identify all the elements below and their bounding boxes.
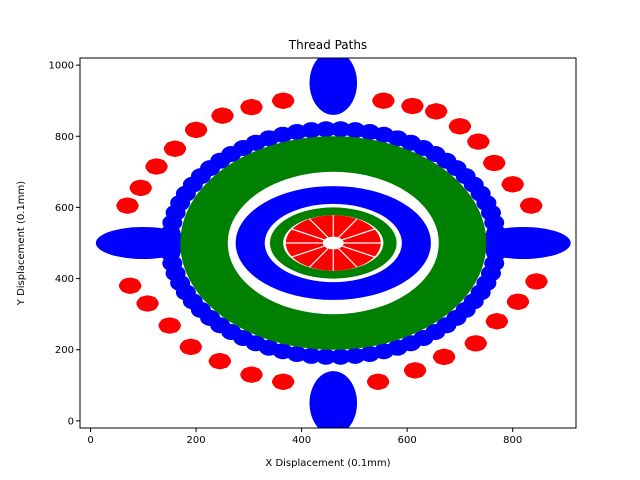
x-tick-label-0: 0 <box>87 435 93 446</box>
series-5-rosette <box>285 215 381 271</box>
red-blob-1 <box>136 295 159 312</box>
rosette-spoke-4 <box>309 218 329 238</box>
blue-ring-dot-18 <box>315 121 336 138</box>
red-blob-11 <box>485 313 508 330</box>
rosette-spoke-1 <box>342 228 375 241</box>
rosette-spoke-5 <box>291 228 325 241</box>
y-axis-label: Y Displacement (0.1mm) <box>16 181 27 306</box>
red-blob-24 <box>211 107 234 124</box>
red-blob-3 <box>179 338 202 355</box>
red-blob-5 <box>240 366 263 383</box>
red-rosette-disc <box>285 215 381 271</box>
x-tick-label-400: 400 <box>292 435 311 446</box>
x-axis-label: X Displacement (0.1mm) <box>265 458 390 469</box>
red-blob-22 <box>272 92 295 109</box>
series-3-inner-ring <box>235 186 431 300</box>
y-tick-label-1000: 1000 <box>49 61 74 72</box>
blue-ring-dot-52 <box>315 348 336 365</box>
x-axis: 0 200 400 600 800 <box>87 428 522 446</box>
x-tick-label-600: 600 <box>398 435 417 446</box>
red-blob-4 <box>208 353 231 370</box>
rosette-spoke-7 <box>291 245 325 258</box>
y-axis: 0 200 400 600 800 1000 <box>49 61 80 427</box>
plot-content <box>95 58 571 428</box>
red-blob-2 <box>158 317 181 334</box>
y-tick-label-200: 200 <box>55 345 74 356</box>
ring-2 <box>180 136 487 350</box>
rosette-spoke-2 <box>338 218 358 238</box>
blue-ring-dot-69 <box>486 245 507 262</box>
red-blob-13 <box>525 273 548 290</box>
rosette-spoke-11 <box>342 245 375 258</box>
red-blob-25 <box>185 121 208 138</box>
red-blob-23 <box>240 99 263 116</box>
red-blob-27 <box>145 158 168 175</box>
y-tick-label-800: 800 <box>55 132 74 143</box>
blue-ring-dot-53 <box>330 348 351 365</box>
series-0-blob-ring <box>116 92 548 390</box>
y-tick-label-600: 600 <box>55 203 74 214</box>
blue-ring-dot-17 <box>330 121 351 138</box>
red-blob-10 <box>464 335 487 352</box>
red-blob-9 <box>433 348 456 365</box>
blue-ring-dot-16 <box>345 122 366 139</box>
red-blob-14 <box>520 197 543 214</box>
x-tick-label-800: 800 <box>503 435 522 446</box>
red-blob-29 <box>116 197 139 214</box>
red-blob-8 <box>404 362 427 379</box>
red-blob-0 <box>119 277 142 294</box>
red-blob-16 <box>483 154 506 171</box>
chart-title: Thread Paths <box>288 38 367 52</box>
rosette-spoke-10 <box>338 248 358 268</box>
red-blob-17 <box>467 133 490 150</box>
red-blob-21 <box>372 92 395 109</box>
red-blob-28 <box>129 179 152 196</box>
rosette-spoke-8 <box>309 248 329 268</box>
blue-petal-0 <box>309 58 358 115</box>
red-blob-18 <box>448 118 471 135</box>
y-tick-label-0: 0 <box>68 416 74 427</box>
blue-petal-1 <box>309 371 358 428</box>
red-blob-19 <box>425 103 448 120</box>
ring-3 <box>235 186 431 300</box>
red-blob-26 <box>163 140 186 157</box>
plot-frame <box>79 57 577 429</box>
y-tick-label-400: 400 <box>55 274 74 285</box>
red-blob-7 <box>367 373 390 390</box>
x-tick-label-200: 200 <box>187 435 206 446</box>
red-blob-12 <box>506 293 529 310</box>
series-1-petals <box>95 58 571 428</box>
series-2-annulus <box>180 136 487 350</box>
red-blob-15 <box>501 176 524 193</box>
red-blob-20 <box>401 98 424 115</box>
blue-ring-dot-51 <box>301 347 322 364</box>
red-blob-6 <box>272 373 295 390</box>
